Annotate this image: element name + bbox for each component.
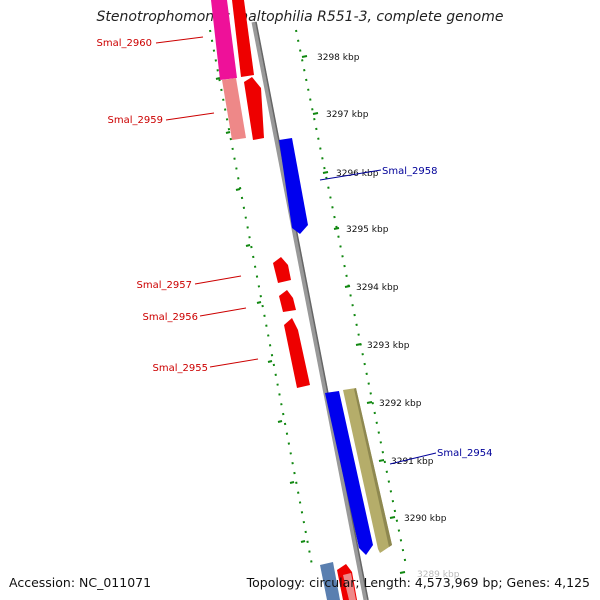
topology-text: Topology: circular; Length: 4,573,969 bp… bbox=[246, 575, 590, 590]
leader-smal-2958 bbox=[319, 169, 382, 181]
genome-title: Stenotrophomonas maltophilia R551-3, com… bbox=[96, 9, 504, 25]
leader-smal-2959 bbox=[165, 112, 215, 121]
leader-smal-2957 bbox=[194, 275, 242, 285]
gene-smal-2960-block bbox=[232, 0, 254, 77]
tick-mark bbox=[322, 171, 329, 174]
gene-blue-long bbox=[325, 391, 373, 555]
gene-label-smal-2959[interactable]: Smal_2959 bbox=[108, 115, 163, 126]
gene-magenta-top bbox=[211, 0, 237, 80]
gene-label-smal-2955[interactable]: Smal_2955 bbox=[153, 363, 208, 374]
tick-label: 3289 kbp bbox=[417, 570, 460, 580]
tick-mark bbox=[355, 343, 362, 346]
tick-label: 3290 kbp bbox=[404, 514, 447, 524]
gene-smal-2957-block bbox=[273, 257, 291, 283]
gene-pseudo-khaki bbox=[343, 388, 392, 553]
gene-pseudo-khaki-shade bbox=[354, 388, 392, 547]
tick-mark bbox=[312, 112, 319, 115]
gene-red-2 bbox=[244, 77, 264, 140]
leader-smal-2960 bbox=[155, 36, 204, 44]
gene-label-leaders bbox=[155, 36, 437, 465]
gene-label-smal-2957[interactable]: Smal_2957 bbox=[137, 280, 192, 291]
gene-label-smal-2960[interactable]: Smal_2960 bbox=[97, 38, 152, 49]
gene-label-smal-2958[interactable]: Smal_2958 bbox=[382, 166, 437, 177]
coordinate-ticks bbox=[301, 55, 406, 574]
gene-labels: Smal_2960 Smal_2959 Smal_2958 Smal_2957 … bbox=[97, 38, 493, 459]
accession-text: Accession: NC_011071 bbox=[9, 575, 152, 590]
tick-label: 3298 kbp bbox=[317, 53, 360, 63]
gene-label-smal-2956[interactable]: Smal_2956 bbox=[143, 312, 198, 323]
gene-smal-2956-block bbox=[279, 290, 296, 312]
gene-features bbox=[211, 0, 392, 600]
gene-bottom-pink bbox=[343, 573, 356, 600]
leader-smal-2954 bbox=[389, 452, 437, 465]
tick-mark bbox=[389, 516, 396, 519]
inner-ring-dotted bbox=[209, 29, 313, 566]
tick-mark bbox=[344, 285, 351, 288]
coordinate-labels: 3298 kbp 3297 kbp 3296 kbp 3295 kbp 3294… bbox=[317, 53, 460, 580]
tick-mark bbox=[378, 459, 385, 462]
gene-smal-2958-block bbox=[279, 138, 308, 234]
gene-label-smal-2954[interactable]: Smal_2954 bbox=[437, 448, 492, 459]
tick-label: 3292 kbp bbox=[379, 399, 422, 409]
genome-backbone bbox=[251, 21, 369, 600]
tick-mark bbox=[399, 571, 406, 574]
tick-label: 3294 kbp bbox=[356, 283, 399, 293]
gene-bottom-steelblue bbox=[320, 562, 340, 600]
leader-smal-2956 bbox=[199, 307, 247, 317]
outer-ring-dotted bbox=[295, 29, 407, 566]
leader-smal-2955 bbox=[209, 358, 259, 368]
tick-label: 3291 kbp bbox=[391, 457, 434, 467]
gene-smal-2955-block bbox=[284, 318, 310, 388]
gene-smal-2959-block bbox=[222, 78, 246, 140]
inner-ring-dashes bbox=[215, 77, 306, 543]
tick-mark bbox=[366, 401, 373, 404]
tick-label: 3295 kbp bbox=[346, 225, 389, 235]
tick-label: 3297 kbp bbox=[326, 110, 369, 120]
tick-label: 3293 kbp bbox=[367, 341, 410, 351]
tick-mark bbox=[333, 227, 340, 230]
tick-mark bbox=[301, 55, 308, 58]
